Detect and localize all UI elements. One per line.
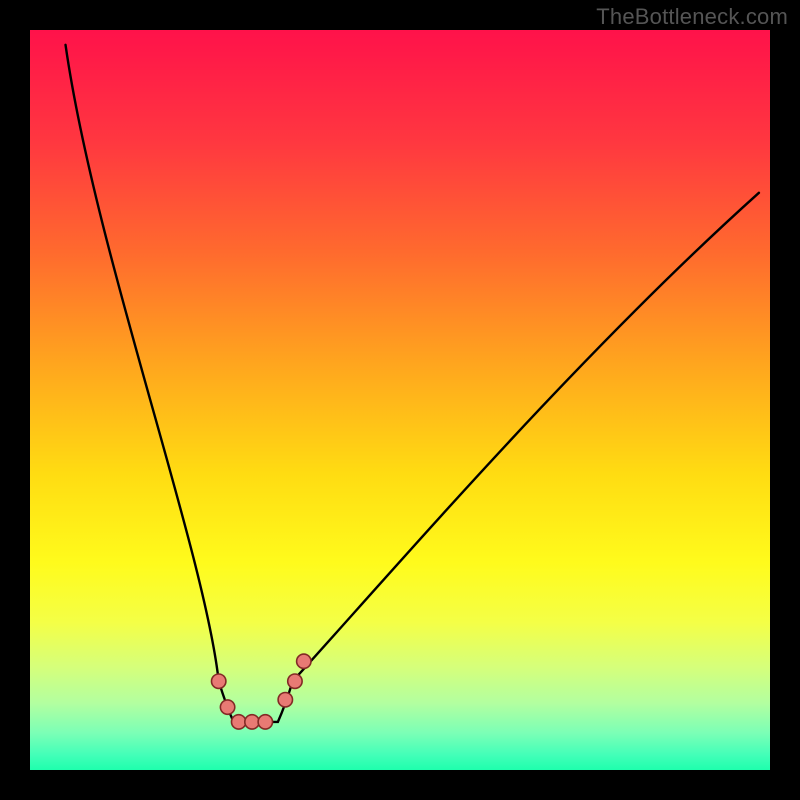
data-marker [245, 715, 259, 729]
chart-frame: TheBottleneck.com [0, 0, 800, 800]
plot-svg [30, 30, 770, 770]
data-marker [278, 693, 292, 707]
data-marker [220, 700, 234, 714]
data-marker [297, 654, 311, 668]
plot-area [30, 30, 770, 770]
gradient-background [30, 30, 770, 770]
data-marker [258, 715, 272, 729]
data-marker [231, 715, 245, 729]
watermark-label: TheBottleneck.com [596, 4, 788, 30]
data-marker [288, 674, 302, 688]
data-marker [212, 674, 226, 688]
